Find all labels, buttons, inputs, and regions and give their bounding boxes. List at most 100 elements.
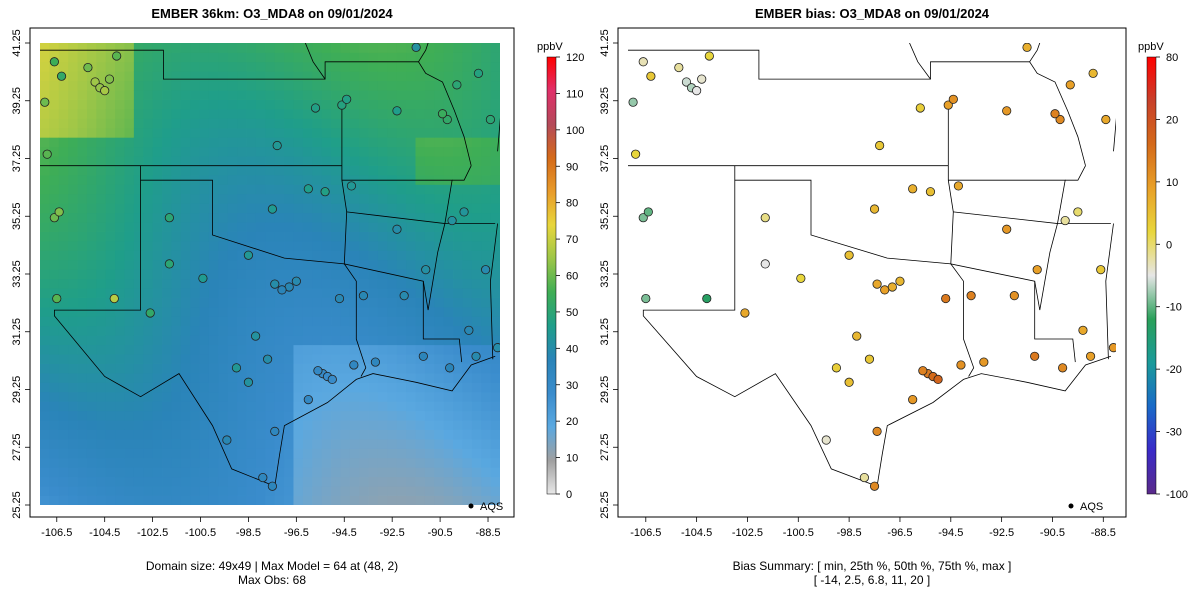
model-grid-cell [302, 448, 313, 459]
model-grid-cell [190, 146, 200, 157]
model-grid-cell [434, 184, 445, 195]
model-grid-cell [40, 410, 50, 421]
model-grid-cell [49, 175, 60, 185]
model-grid-cell [133, 109, 144, 119]
model-grid-cell [424, 231, 435, 242]
model-grid-cell [321, 99, 332, 110]
model-grid-cell [368, 71, 379, 82]
model-grid-cell [453, 184, 463, 195]
model-grid-cell [171, 354, 182, 364]
model-grid-cell [190, 127, 200, 138]
model-grid-cell [68, 156, 78, 166]
model-grid-cell [96, 146, 107, 157]
model-grid-cell [115, 316, 125, 327]
model-grid-cell [49, 137, 60, 148]
model-grid-cell [208, 241, 219, 251]
model-grid-cell [105, 137, 116, 148]
model-grid-cell [133, 476, 144, 487]
model-grid-cell [58, 410, 69, 421]
model-grid-cell [227, 391, 238, 402]
model-grid-cell [415, 231, 426, 242]
aqs-bias-marker [869, 204, 880, 214]
model-grid-cell [274, 307, 285, 317]
model-grid-cell [162, 363, 172, 374]
model-grid-cell [406, 80, 416, 91]
model-grid-cell [40, 391, 50, 402]
model-grid-cell [96, 457, 107, 468]
x-tick-label: -106.5 [41, 527, 72, 539]
model-grid-cell [96, 467, 107, 478]
model-grid-cell [218, 467, 229, 478]
model-grid-cell [227, 193, 238, 204]
model-grid-cell [265, 99, 276, 110]
model-grid-cell [58, 127, 69, 138]
model-grid-cell [124, 467, 135, 478]
model-grid-cell [453, 307, 463, 317]
model-grid-cell [105, 222, 116, 232]
model-grid-cell [86, 495, 97, 505]
model-grid-cell [377, 476, 388, 487]
model-grid-cell [331, 382, 341, 393]
model-grid-cell [208, 52, 219, 63]
model-grid-cell [255, 137, 266, 148]
model-grid-cell [227, 203, 238, 214]
model-grid-cell [396, 212, 407, 223]
model-grid-cell [471, 80, 482, 91]
model-grid-cell [490, 335, 500, 346]
model-grid-cell [274, 363, 285, 374]
aqs-bias-marker [895, 276, 905, 286]
model-grid-cell [321, 80, 332, 91]
model-grid-cell [171, 212, 182, 223]
aqs-station-marker [437, 109, 448, 119]
model-grid-cell [86, 344, 97, 355]
model-grid-cell [377, 297, 388, 308]
model-grid-cell [481, 344, 492, 355]
aqs-bias-marker [852, 331, 862, 341]
model-grid-cell [406, 288, 416, 298]
y-tick-label: 31.25 [599, 318, 611, 346]
model-grid-cell [68, 259, 78, 270]
model-grid-cell [199, 486, 210, 496]
model-grid-cell [190, 373, 200, 383]
model-grid-cell [471, 184, 482, 195]
model-grid-cell [105, 335, 116, 346]
model-grid-cell [274, 259, 285, 270]
model-grid-cell [424, 90, 435, 100]
model-grid-cell [340, 43, 351, 53]
aqs-station-marker [270, 426, 280, 436]
aqs-bias-marker [918, 366, 928, 376]
model-grid-cell [152, 71, 163, 82]
model-grid-cell [284, 448, 294, 459]
model-grid-cell [180, 401, 191, 412]
aqs-bias-marker [1030, 351, 1040, 361]
model-grid-cell [105, 382, 116, 393]
model-grid-cell [115, 429, 125, 440]
model-grid-cell [265, 137, 276, 148]
model-grid-cell [199, 373, 210, 383]
model-grid-cell [133, 184, 144, 195]
model-grid-cell [152, 212, 163, 223]
aqs-station-marker [56, 71, 67, 81]
model-grid-cell [471, 269, 482, 280]
model-grid-cell [284, 241, 294, 251]
bias-caption-line1: Bias Summary: [ min, 25th %, 50th %, 75t… [732, 559, 1012, 573]
x-tick-label: -92.5 [380, 527, 405, 539]
model-grid-cell [171, 156, 182, 166]
model-grid-cell [133, 316, 144, 327]
model-grid-cell [171, 71, 182, 82]
model-grid-cell [105, 165, 116, 176]
model-grid-cell [424, 165, 435, 176]
aqs-station-marker [464, 325, 474, 335]
model-grid-cell [312, 429, 323, 440]
model-grid-cell [377, 307, 388, 317]
model-grid-cell [349, 99, 360, 110]
model-grid-cell [133, 486, 144, 496]
model-grid-cell [396, 467, 407, 478]
model-grid-cell [293, 354, 304, 364]
model-grid-cell [152, 203, 163, 214]
model-grid-cell [265, 165, 276, 176]
model-grid-cell [349, 486, 360, 496]
model-grid-cell [274, 297, 285, 308]
model-grid-cell [312, 344, 323, 355]
model-grid-cell [443, 344, 454, 355]
